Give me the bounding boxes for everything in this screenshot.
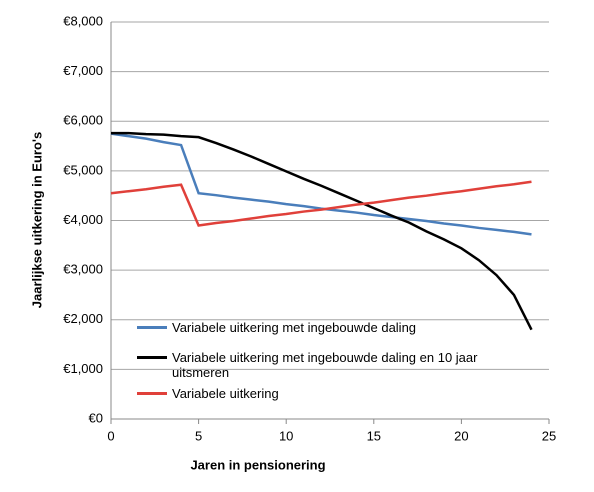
legend-swatch bbox=[137, 326, 167, 329]
x-tick-label: 20 bbox=[454, 428, 468, 443]
series-line bbox=[110, 132, 532, 236]
y-axis-title: Jaarlijkse uitkering in Euro's bbox=[29, 132, 44, 309]
y-tick-label: €3,000 bbox=[63, 262, 103, 277]
y-tick-label: €0 bbox=[89, 410, 103, 425]
legend-label: Variabele uitkering met ingebouwde dalin… bbox=[172, 350, 478, 380]
x-tick-label: 25 bbox=[542, 428, 556, 443]
y-tick-label: €2,000 bbox=[63, 311, 103, 326]
legend-swatch bbox=[137, 356, 167, 359]
y-tick-label: €6,000 bbox=[63, 113, 103, 128]
series-line bbox=[111, 131, 533, 331]
x-tick-label: 0 bbox=[107, 428, 114, 443]
legend-entry: Variabele uitkering met ingebouwde dalin… bbox=[137, 320, 537, 335]
series-line bbox=[110, 180, 532, 227]
y-tick-label: €5,000 bbox=[63, 162, 103, 177]
legend-label: Variabele uitkering bbox=[172, 386, 279, 401]
y-tick-label: €4,000 bbox=[63, 212, 103, 227]
x-axis-title: Jaren in pensionering bbox=[190, 457, 325, 472]
y-tick-label: €8,000 bbox=[63, 13, 103, 28]
legend-label: Variabele uitkering met ingebouwde dalin… bbox=[172, 320, 417, 335]
legend-entry: Variabele uitkering met ingebouwde dalin… bbox=[137, 350, 537, 380]
y-tick-label: €7,000 bbox=[63, 63, 103, 78]
x-tick-label: 10 bbox=[279, 428, 293, 443]
y-tick-label: €1,000 bbox=[63, 361, 103, 376]
legend-swatch bbox=[137, 392, 167, 395]
x-tick-label: 5 bbox=[195, 428, 202, 443]
legend-entry: Variabele uitkering bbox=[137, 386, 537, 401]
x-tick-label: 15 bbox=[367, 428, 381, 443]
